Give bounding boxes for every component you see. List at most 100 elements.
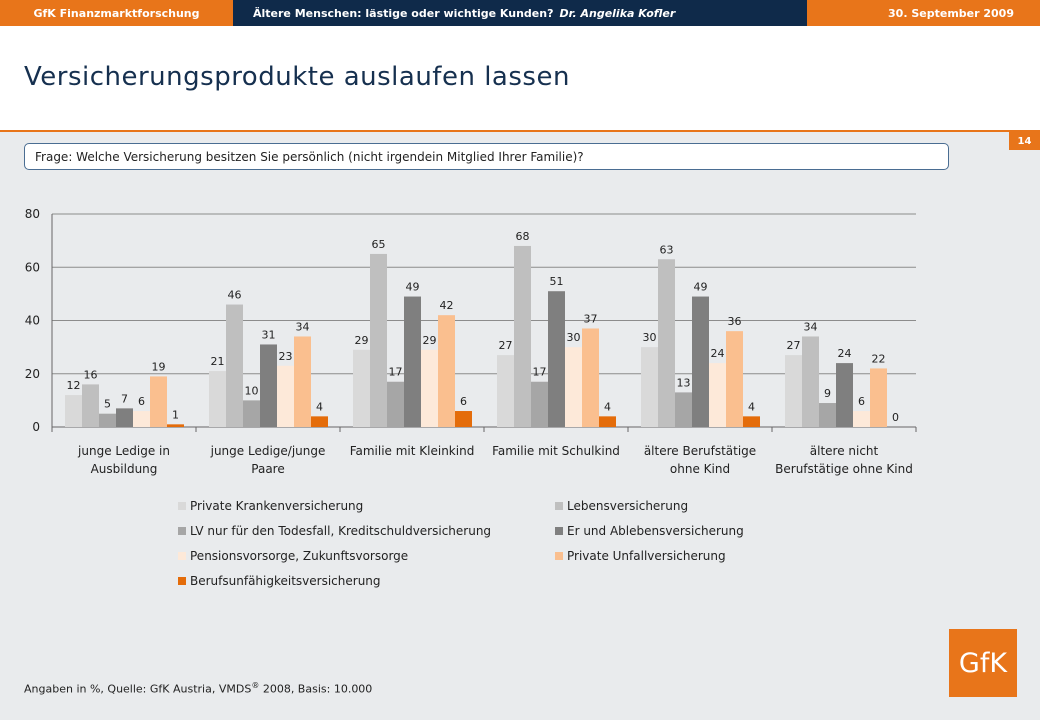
data-label: 5: [104, 398, 111, 411]
y-tick-label: 20: [25, 367, 40, 381]
data-label: 0: [892, 411, 899, 424]
data-label: 13: [677, 376, 691, 389]
bar: [455, 411, 472, 427]
x-category-label: ältere Berufstätige: [644, 444, 756, 458]
data-label: 46: [228, 289, 242, 302]
bar: [599, 416, 616, 427]
legend-item: Pensionsvorsorge, Zukunftsvorsorge: [178, 549, 408, 563]
bar: [370, 253, 387, 427]
bar: [353, 349, 370, 427]
x-category-label: junge Ledige/junge: [210, 444, 326, 458]
data-label: 22: [872, 352, 886, 365]
bar: [150, 376, 167, 427]
bar: [819, 403, 836, 427]
bar: [404, 296, 421, 427]
bar: [514, 245, 531, 427]
bar: [277, 365, 294, 427]
bar: [785, 355, 802, 427]
bar: [641, 347, 658, 427]
data-label: 10: [245, 384, 259, 397]
x-category-label: Familie mit Kleinkind: [350, 444, 475, 458]
data-label: 31: [262, 328, 276, 341]
bar: [692, 296, 709, 427]
legend-label: Er und Ablebensversicherung: [567, 524, 744, 538]
data-label: 4: [748, 400, 755, 413]
page-title: Versicherungsprodukte auslaufen lassen: [24, 62, 570, 92]
x-category-label: junge Ledige in: [77, 444, 170, 458]
data-label: 29: [355, 334, 369, 347]
data-label: 51: [550, 275, 564, 288]
legend-swatch: [555, 502, 563, 510]
gfk-logo: GfK: [949, 629, 1017, 697]
data-label: 4: [316, 400, 323, 413]
footer-suffix: 2008, Basis: 10.000: [259, 682, 373, 696]
bar: [836, 363, 853, 427]
data-label: 29: [423, 334, 437, 347]
bar: [294, 336, 311, 427]
data-label: 34: [296, 320, 310, 333]
x-category-label: ohne Kind: [670, 462, 730, 476]
bar: [531, 381, 548, 427]
bar: [260, 344, 277, 427]
bar: [497, 355, 514, 427]
divider-line: [0, 130, 1040, 132]
legend-label: Private Unfallversicherung: [567, 549, 726, 563]
legend-swatch: [178, 527, 186, 535]
data-label: 16: [84, 368, 98, 381]
legend-label: Pensionsvorsorge, Zukunftsvorsorge: [190, 549, 409, 563]
bar: [133, 411, 150, 427]
bar: [387, 381, 404, 427]
bar: [802, 336, 819, 427]
data-label: 42: [440, 299, 454, 312]
legend-item: Lebensversicherung: [555, 499, 688, 513]
legend-swatch: [178, 552, 186, 560]
bar: [82, 384, 99, 427]
legend-swatch: [178, 577, 186, 585]
legend-label: Lebensversicherung: [567, 499, 689, 513]
legend-label: Private Krankenversicherung: [190, 499, 364, 513]
data-label: 34: [804, 320, 818, 333]
legend-item: Berufsunfähigkeitsversicherung: [178, 574, 381, 588]
x-category-label: ältere nicht: [810, 444, 879, 458]
data-label: 49: [694, 281, 708, 294]
bar: [421, 349, 438, 427]
header-middle-title: Ältere Menschen: lästige oder wichtige K…: [253, 6, 554, 20]
bar: [209, 371, 226, 427]
legend-label: LV nur für den Todesfall, Kreditschuldve…: [190, 524, 492, 538]
data-label: 49: [406, 281, 420, 294]
header-left: GfK Finanzmarktforschung: [0, 0, 233, 26]
data-label: 12: [67, 379, 81, 392]
question-text: Frage: Welche Versicherung besitzen Sie …: [35, 149, 584, 164]
header-middle: Ältere Menschen: lästige oder wichtige K…: [233, 0, 807, 26]
data-label: 37: [584, 312, 598, 325]
data-label: 6: [858, 395, 865, 408]
data-label: 27: [787, 339, 801, 352]
bar: [99, 413, 116, 427]
bar: [853, 411, 870, 427]
data-label: 17: [533, 366, 547, 379]
data-label: 30: [643, 331, 657, 344]
y-tick-label: 60: [25, 260, 40, 274]
y-tick-label: 80: [25, 207, 40, 221]
data-label: 21: [211, 355, 225, 368]
legend-swatch: [555, 527, 563, 535]
bar: [726, 331, 743, 427]
x-category-label: Berufstätige ohne Kind: [775, 462, 913, 476]
header-author: Dr. Angelika Kofler: [559, 6, 676, 20]
x-category-label: Familie mit Schulkind: [492, 444, 620, 458]
bar: [582, 328, 599, 427]
x-category-label: Paare: [251, 462, 284, 476]
source-footer: Angaben in %, Quelle: GfK Austria, VMDS®…: [24, 681, 372, 696]
data-label: 4: [604, 400, 611, 413]
bar: [167, 424, 184, 427]
bar: [65, 395, 82, 427]
y-tick-label: 0: [32, 420, 40, 434]
x-category-label: Ausbildung: [91, 462, 158, 476]
data-label: 36: [728, 315, 742, 328]
top-bar: GfK Finanzmarktforschung Ältere Menschen…: [0, 0, 1040, 26]
data-label: 6: [460, 395, 467, 408]
bar: [438, 315, 455, 427]
data-label: 24: [838, 347, 852, 360]
legend-label: Berufsunfähigkeitsversicherung: [190, 574, 381, 588]
